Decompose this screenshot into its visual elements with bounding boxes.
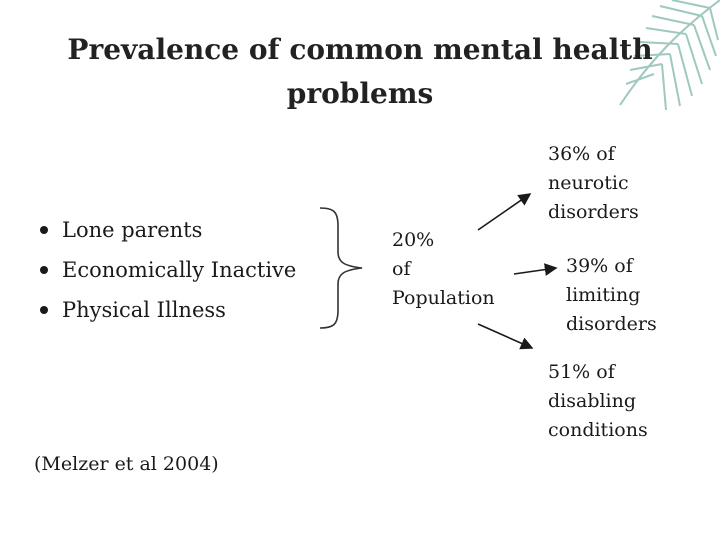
risk-group-list: Lone parents Economically Inactive Physi… — [36, 210, 296, 330]
population-label: 20% of Population — [392, 226, 495, 313]
population-line-3: Population — [392, 287, 495, 309]
outcome-line: 51% of — [548, 361, 615, 383]
bullet-dot-icon — [40, 266, 48, 274]
list-item-label: Lone parents — [62, 218, 203, 242]
outcome-line: limiting — [566, 284, 641, 306]
arrow-icon — [477, 323, 534, 350]
outcome-line: disorders — [566, 313, 657, 335]
list-item-label: Economically Inactive — [62, 258, 297, 282]
arrow-group — [477, 193, 558, 350]
list-item: Lone parents — [36, 210, 296, 250]
list-item: Economically Inactive — [36, 250, 296, 290]
list-item: Physical Illness — [36, 290, 296, 330]
list-item-label: Physical Illness — [62, 298, 226, 322]
citation: (Melzer et al 2004) — [34, 453, 219, 475]
grouping-brace — [319, 207, 363, 329]
outcome-disabling: 51% of disabling conditions — [548, 358, 648, 445]
bullet-dot-icon — [40, 306, 48, 314]
arrow-icon — [513, 263, 558, 276]
palm-leaf-icon — [619, 0, 720, 110]
bullet-dot-icon — [40, 226, 48, 234]
outcome-line: conditions — [548, 419, 648, 441]
outcome-line: disorders — [548, 201, 639, 223]
slide-title-line-1: Prevalence of common mental health — [67, 33, 653, 66]
outcome-neurotic: 36% of neurotic disorders — [548, 140, 639, 227]
slide-title-line-2: problems — [286, 77, 434, 110]
outcome-line: 36% of — [548, 143, 615, 165]
population-line-2: of — [392, 258, 411, 280]
slide-title: Prevalence of common mental health probl… — [60, 28, 660, 116]
outcome-limiting: 39% of limiting disorders — [566, 252, 657, 339]
outcome-line: neurotic — [548, 172, 629, 194]
arrow-icon — [477, 193, 532, 231]
outcome-line: 39% of — [566, 255, 633, 277]
outcome-line: disabling — [548, 390, 637, 412]
population-line-1: 20% — [392, 229, 435, 251]
